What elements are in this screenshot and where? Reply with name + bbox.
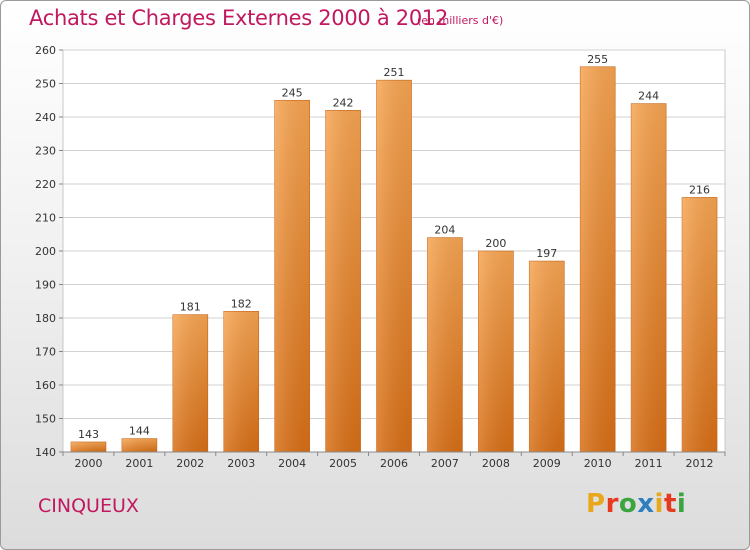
commune-name: CINQUEUX: [38, 495, 139, 517]
x-tick-label: 2000: [74, 457, 102, 470]
bars: 143 144 181 182 245 242 251 204 200 197 255 244 216: [70, 53, 718, 453]
y-tick-label: 180: [35, 312, 56, 325]
y-tick-label: 150: [35, 413, 56, 426]
value-label: 216: [689, 183, 710, 196]
value-label: 182: [231, 297, 252, 310]
y-tick-label: 170: [35, 346, 56, 359]
value-label: 144: [129, 425, 150, 438]
bar-shade: [427, 237, 463, 452]
value-label: 143: [78, 428, 99, 441]
bar-shade: [172, 314, 208, 452]
x-tick-label: 2012: [686, 457, 714, 470]
x-tick-label: 2010: [584, 457, 612, 470]
logo-letter: i: [654, 489, 664, 519]
bar-shade: [325, 110, 361, 453]
y-tick-label: 160: [35, 379, 56, 392]
value-label: 244: [638, 90, 659, 103]
value-label: 251: [384, 66, 405, 79]
chart-title: Achats et Charges Externes 2000 à 2012: [29, 6, 449, 30]
bar-shade: [529, 261, 565, 452]
value-label: 255: [587, 53, 608, 66]
logo-letter: r: [605, 489, 619, 519]
logo-letter: o: [618, 489, 638, 519]
bar-shade: [580, 66, 616, 452]
x-tick-label: 2004: [278, 457, 306, 470]
x-tick-label: 2007: [431, 457, 459, 470]
value-label: 245: [282, 86, 303, 99]
value-label: 197: [536, 247, 557, 260]
x-tick-label: 2009: [533, 457, 561, 470]
y-tick-label: 260: [35, 44, 56, 57]
bar-shade: [223, 311, 259, 452]
value-label: 204: [434, 224, 455, 237]
x-tick-label: 2011: [635, 457, 663, 470]
chart-unit: (en milliers d'€): [417, 14, 504, 27]
x-tick-label: 2003: [227, 457, 255, 470]
x-tick-label: 2005: [329, 457, 357, 470]
x-axis: 2000 2001 2002 2003 2004 2005 2006 2007 2008 2009…: [62, 451, 726, 470]
x-tick-label: 2001: [125, 457, 153, 470]
y-tick-label: 140: [35, 446, 56, 459]
y-tick-label: 240: [35, 111, 56, 124]
y-tick-label: 200: [35, 245, 56, 258]
y-tick-label: 220: [35, 178, 56, 191]
bar-shade: [376, 80, 412, 453]
bar-shade: [631, 103, 667, 452]
logo-letter: P: [586, 489, 606, 519]
value-label: 242: [333, 96, 354, 109]
logo-letter: x: [637, 489, 655, 519]
value-label: 200: [485, 237, 506, 250]
bar-shade: [70, 441, 106, 452]
y-axis: 140 150 160 170 180 190 200 210 220 230 240 250 260: [35, 44, 63, 459]
x-tick-label: 2002: [176, 457, 204, 470]
x-tick-label: 2006: [380, 457, 408, 470]
y-tick-label: 250: [35, 78, 56, 91]
x-tick-label: 2008: [482, 457, 510, 470]
logo-letter: t: [663, 489, 677, 519]
y-tick-label: 230: [35, 145, 56, 158]
y-tick-label: 210: [35, 212, 56, 225]
bar-shade: [274, 100, 310, 452]
bar-shade: [121, 438, 157, 452]
bar-shade: [682, 197, 718, 452]
proxiti-logo: Proxiti: [586, 489, 686, 519]
y-tick-label: 190: [35, 279, 56, 292]
bar-shade: [478, 251, 514, 452]
logo-letter: i: [676, 489, 687, 519]
value-label: 181: [180, 301, 201, 314]
